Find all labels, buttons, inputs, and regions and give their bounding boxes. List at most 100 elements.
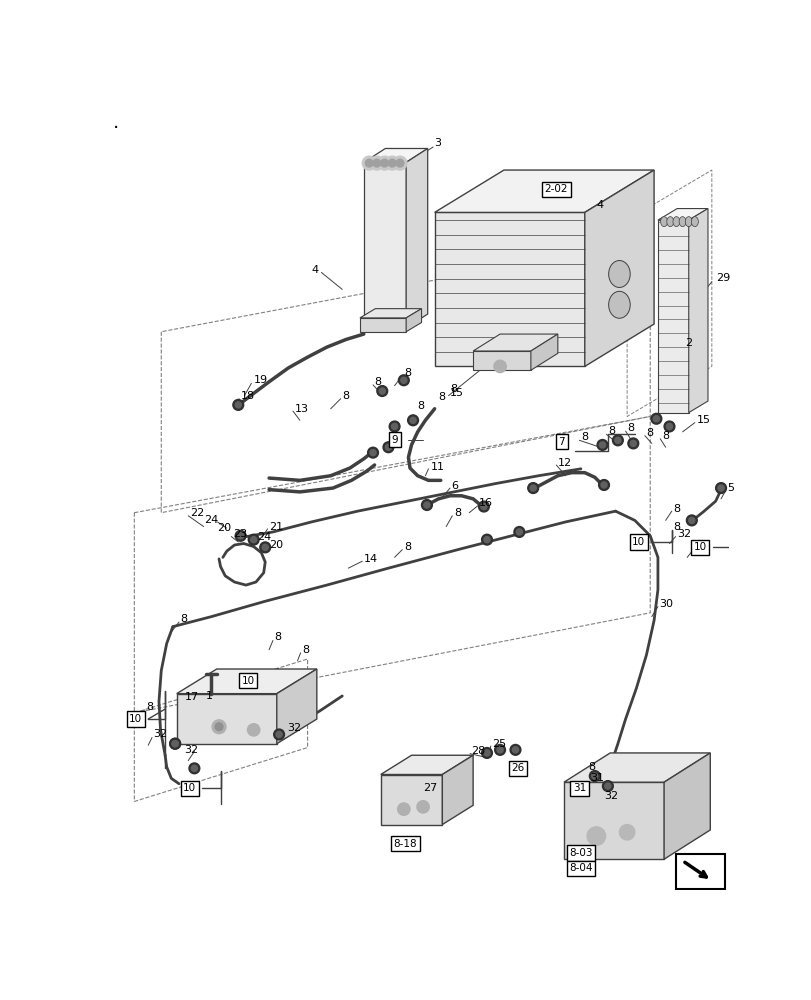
Circle shape (260, 542, 270, 553)
Text: 19: 19 (253, 375, 268, 385)
Text: 8: 8 (580, 432, 587, 442)
Polygon shape (657, 209, 707, 220)
Polygon shape (359, 309, 421, 318)
Polygon shape (434, 212, 584, 366)
Text: 24: 24 (257, 532, 272, 542)
Circle shape (169, 738, 180, 749)
Circle shape (591, 773, 597, 779)
Text: 8-03: 8-03 (569, 848, 592, 858)
Circle shape (650, 413, 661, 424)
Circle shape (401, 377, 406, 383)
Circle shape (376, 386, 387, 396)
Circle shape (421, 500, 431, 510)
Text: 25: 25 (491, 739, 506, 749)
Text: 8: 8 (626, 423, 633, 433)
Polygon shape (564, 753, 710, 782)
Text: 8: 8 (403, 542, 410, 552)
Circle shape (262, 544, 268, 550)
Circle shape (362, 156, 375, 170)
Circle shape (586, 827, 605, 845)
Circle shape (512, 747, 518, 753)
Circle shape (509, 744, 520, 755)
Text: 10: 10 (631, 537, 645, 547)
Polygon shape (564, 782, 663, 859)
Text: 27: 27 (423, 783, 437, 793)
Circle shape (513, 527, 524, 537)
Text: 23: 23 (233, 529, 247, 539)
Polygon shape (406, 148, 427, 328)
Circle shape (276, 731, 281, 738)
Text: 15: 15 (696, 415, 710, 425)
Text: 10: 10 (129, 714, 142, 724)
Circle shape (714, 483, 726, 493)
Polygon shape (657, 220, 688, 413)
Circle shape (367, 447, 378, 458)
Circle shape (480, 503, 487, 510)
Circle shape (666, 423, 672, 430)
Circle shape (688, 517, 694, 523)
Polygon shape (359, 318, 406, 332)
Text: 8-18: 8-18 (393, 839, 417, 849)
Circle shape (481, 748, 491, 758)
Text: 8: 8 (180, 614, 187, 624)
Circle shape (602, 781, 612, 791)
Text: 32: 32 (286, 723, 301, 733)
Text: 8: 8 (607, 426, 614, 436)
Text: 11: 11 (431, 462, 444, 472)
Circle shape (397, 803, 410, 815)
Circle shape (212, 720, 225, 734)
Circle shape (215, 723, 222, 731)
Circle shape (530, 485, 535, 491)
Text: 26: 26 (511, 763, 524, 773)
Text: 8: 8 (672, 522, 680, 532)
Circle shape (237, 533, 243, 539)
Text: 4: 4 (595, 200, 603, 210)
Circle shape (663, 421, 674, 432)
Circle shape (235, 402, 241, 408)
Text: 8: 8 (438, 392, 445, 402)
Circle shape (189, 763, 200, 774)
Circle shape (483, 537, 490, 543)
Text: 8: 8 (274, 632, 281, 642)
Text: 20: 20 (217, 523, 231, 533)
Circle shape (516, 529, 521, 535)
Circle shape (169, 738, 180, 749)
Circle shape (717, 485, 723, 491)
Text: 10: 10 (242, 676, 255, 686)
Ellipse shape (678, 217, 685, 227)
Text: ·: · (113, 119, 119, 138)
Text: 16: 16 (478, 498, 493, 508)
Circle shape (385, 156, 399, 170)
Text: 9: 9 (391, 435, 397, 445)
Text: 29: 29 (714, 273, 729, 283)
Text: 21: 21 (268, 522, 283, 532)
Polygon shape (442, 755, 473, 825)
Ellipse shape (660, 217, 667, 227)
Polygon shape (177, 669, 316, 694)
Circle shape (653, 416, 659, 422)
Circle shape (247, 724, 260, 736)
Text: 7: 7 (558, 437, 564, 447)
Circle shape (383, 442, 393, 453)
Text: 4: 4 (311, 265, 318, 275)
Text: 10: 10 (183, 783, 196, 793)
Text: 30: 30 (659, 599, 672, 609)
Ellipse shape (672, 217, 679, 227)
Polygon shape (688, 209, 707, 413)
Circle shape (365, 159, 372, 167)
Circle shape (611, 435, 623, 446)
Ellipse shape (666, 217, 673, 227)
Text: 22: 22 (190, 508, 204, 518)
Polygon shape (363, 162, 406, 328)
Circle shape (380, 159, 388, 167)
Text: 14: 14 (363, 554, 377, 564)
Circle shape (496, 747, 503, 753)
Text: 31: 31 (572, 783, 586, 793)
Circle shape (494, 744, 504, 755)
Circle shape (372, 159, 380, 167)
Text: 8: 8 (661, 431, 668, 441)
Text: 8: 8 (588, 762, 595, 772)
Text: 32: 32 (603, 791, 617, 801)
Text: 31: 31 (590, 773, 603, 783)
Text: 24: 24 (204, 515, 217, 525)
